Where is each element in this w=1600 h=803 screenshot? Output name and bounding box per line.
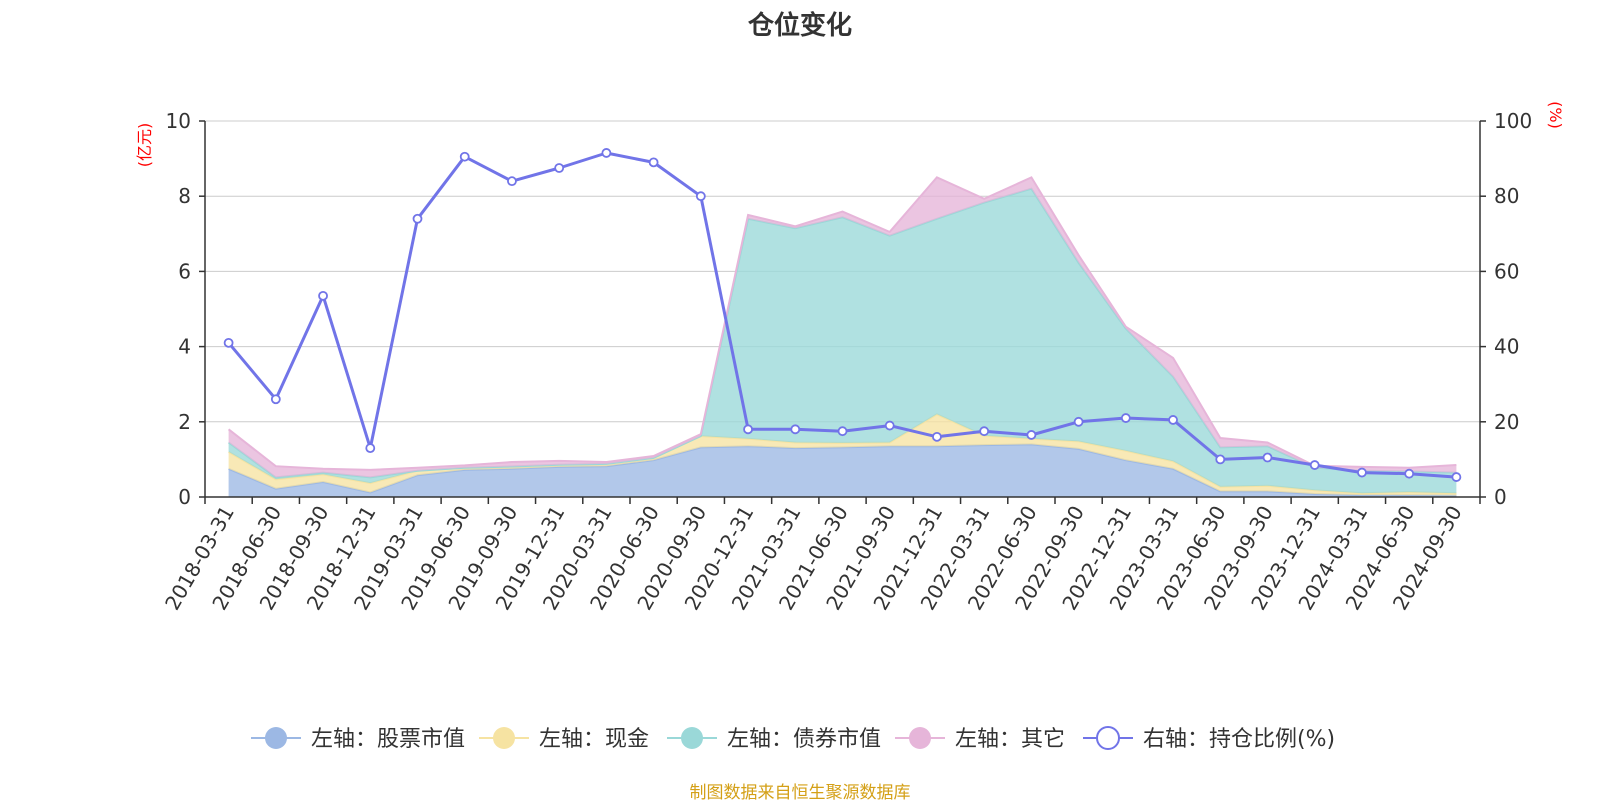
ratio-point — [979, 426, 990, 437]
ratio-point — [1026, 430, 1037, 440]
ratio-point — [459, 151, 470, 162]
right-tick-label: 20 — [1494, 410, 1519, 434]
ratio-point — [932, 431, 942, 442]
legend-marker — [493, 727, 515, 749]
ratio-point — [223, 337, 234, 348]
legend-marker — [681, 727, 703, 749]
legend-marker — [1096, 726, 1120, 750]
ratio-point — [601, 148, 612, 158]
right-tick-label: 40 — [1494, 335, 1519, 359]
right-tick-label: 0 — [1494, 485, 1507, 509]
area-series-edge — [227, 176, 1457, 471]
ratio-point — [507, 176, 517, 187]
ratio-point — [365, 443, 376, 454]
legend-label: 左轴：债券市值 — [727, 727, 881, 752]
area-series — [228, 188, 1457, 494]
ratio-point — [318, 290, 328, 301]
ratio-point — [648, 157, 659, 168]
left-tick-label: 6 — [178, 259, 191, 283]
right-tick-label: 80 — [1494, 184, 1519, 208]
legend-label: 左轴：其它 — [955, 727, 1065, 752]
ratio-point — [1073, 416, 1084, 427]
ratio-point — [837, 426, 848, 437]
source-note: 制图数据来自恒生聚源数据库 — [689, 783, 911, 803]
ratio-point — [1168, 415, 1178, 425]
ratio-point — [1451, 472, 1462, 482]
right-axis-unit: (%) — [1546, 101, 1565, 129]
ratio-point — [1309, 460, 1320, 470]
right-tick-label: 60 — [1494, 259, 1519, 283]
left-tick-label: 10 — [166, 109, 191, 133]
ratio-point — [1215, 454, 1226, 465]
left-tick-label: 2 — [178, 410, 191, 434]
ratio-point — [884, 420, 895, 431]
area-series — [228, 414, 1457, 496]
legend-label: 左轴：现金 — [539, 727, 649, 752]
ratio-point — [270, 394, 281, 405]
ratio-point — [554, 163, 565, 173]
ratio-point — [1357, 467, 1367, 478]
legend-marker — [909, 727, 931, 749]
legend-label: 左轴：股票市值 — [311, 727, 465, 752]
left-tick-label: 8 — [178, 184, 191, 208]
left-tick-label: 4 — [178, 335, 191, 359]
left-tick-label: 0 — [178, 485, 191, 509]
ratio-point — [1262, 452, 1273, 463]
ratio-point — [790, 424, 801, 435]
ratio-point — [1120, 413, 1131, 423]
ratio-point — [412, 213, 423, 224]
left-axis-unit: (亿元) — [135, 123, 154, 168]
ratio-point — [743, 424, 753, 435]
right-tick-label: 100 — [1494, 109, 1532, 133]
legend-label: 右轴：持仓比例(%) — [1143, 727, 1335, 752]
ratio-point — [1404, 468, 1415, 479]
ratio-point — [695, 191, 706, 202]
legend-marker — [265, 727, 287, 749]
area-series — [228, 444, 1457, 497]
chart-title: 仓位变化 — [747, 10, 852, 41]
